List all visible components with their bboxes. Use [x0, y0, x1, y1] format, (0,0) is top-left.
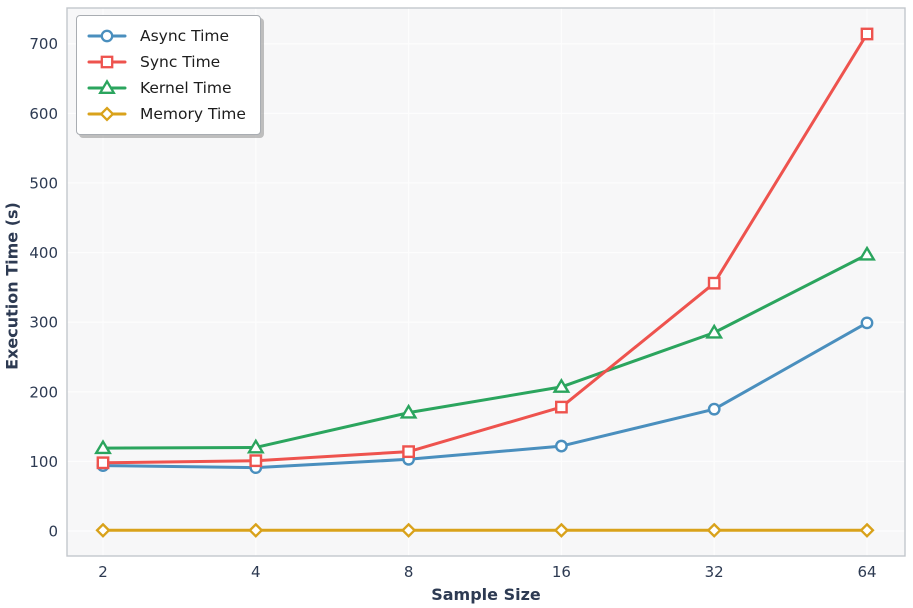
data-point-marker — [555, 439, 568, 453]
data-point-marker — [94, 439, 112, 455]
y-tick-label: 700 — [29, 35, 58, 53]
legend-label: Async Time — [140, 27, 230, 45]
x-axis-title: Sample Size — [431, 585, 541, 604]
data-point-marker — [555, 400, 568, 414]
legend-marker-square-icon — [87, 55, 127, 69]
series-memory-time — [95, 522, 875, 538]
data-point-marker — [553, 522, 569, 538]
data-point-marker — [552, 377, 571, 393]
x-tick-label: 8 — [404, 563, 414, 581]
legend-marker-triangle-up-icon — [87, 79, 127, 94]
data-point-marker — [246, 438, 265, 454]
data-point-marker — [860, 316, 874, 330]
y-tick-label: 100 — [29, 453, 58, 471]
series-sync-time — [96, 27, 874, 470]
x-tick-label: 64 — [857, 563, 876, 581]
y-axis-title: Execution Time (s) — [2, 202, 22, 370]
x-tick-label: 2 — [98, 563, 108, 581]
series-line-sync-time — [101, 32, 869, 465]
data-point-marker — [249, 454, 263, 468]
y-tick-label: 0 — [48, 523, 58, 541]
y-tick-label: 300 — [29, 314, 58, 332]
data-point-marker — [100, 55, 114, 69]
legend-label: Memory Time — [140, 105, 246, 123]
data-point-marker — [860, 27, 874, 41]
data-point-marker — [248, 522, 264, 538]
data-point-marker — [99, 106, 115, 122]
legend-item-async-time: Async Time — [87, 23, 246, 49]
x-tick-label: 16 — [552, 563, 571, 581]
y-tick-label: 600 — [29, 105, 58, 123]
data-point-marker — [707, 402, 721, 416]
data-point-marker — [706, 522, 722, 538]
legend-item-memory-time: Memory Time — [87, 101, 246, 127]
axes-spines — [66, 7, 906, 557]
data-point-marker — [705, 323, 724, 339]
legend-box: Async Time Sync Time Kernel Time Memory Tim… — [76, 15, 261, 135]
data-point-marker — [98, 79, 116, 94]
data-point-marker — [100, 29, 114, 43]
series-line-kernel-time — [101, 253, 869, 450]
data-point-marker — [96, 456, 110, 470]
data-point-marker — [707, 276, 721, 290]
data-point-marker — [401, 522, 417, 538]
data-point-marker — [402, 445, 415, 459]
legend-item-sync-time: Sync Time — [87, 49, 246, 75]
x-tick-label: 32 — [705, 563, 724, 581]
data-point-marker — [399, 403, 418, 419]
legend-item-kernel-time: Kernel Time — [87, 75, 246, 101]
y-tick-label: 200 — [29, 383, 58, 401]
y-tick-label: 500 — [29, 174, 58, 192]
legend-label: Sync Time — [140, 53, 221, 71]
data-point-marker — [859, 522, 875, 538]
legend-marker-diamond-icon — [87, 106, 127, 122]
data-point-marker — [95, 522, 111, 538]
series-line-async-time — [101, 321, 869, 470]
x-tick-labels: 2 4 8 16 32 64 — [98, 563, 876, 581]
legend-marker-circle-icon — [87, 29, 127, 43]
legend-label: Kernel Time — [140, 79, 232, 97]
x-tick-label: 4 — [251, 563, 261, 581]
y-tick-label: 400 — [29, 244, 58, 262]
y-tick-labels: 0 100 200 300 400 500 600 700 — [29, 35, 58, 540]
series-kernel-time — [94, 245, 876, 455]
data-point-marker — [858, 245, 876, 261]
